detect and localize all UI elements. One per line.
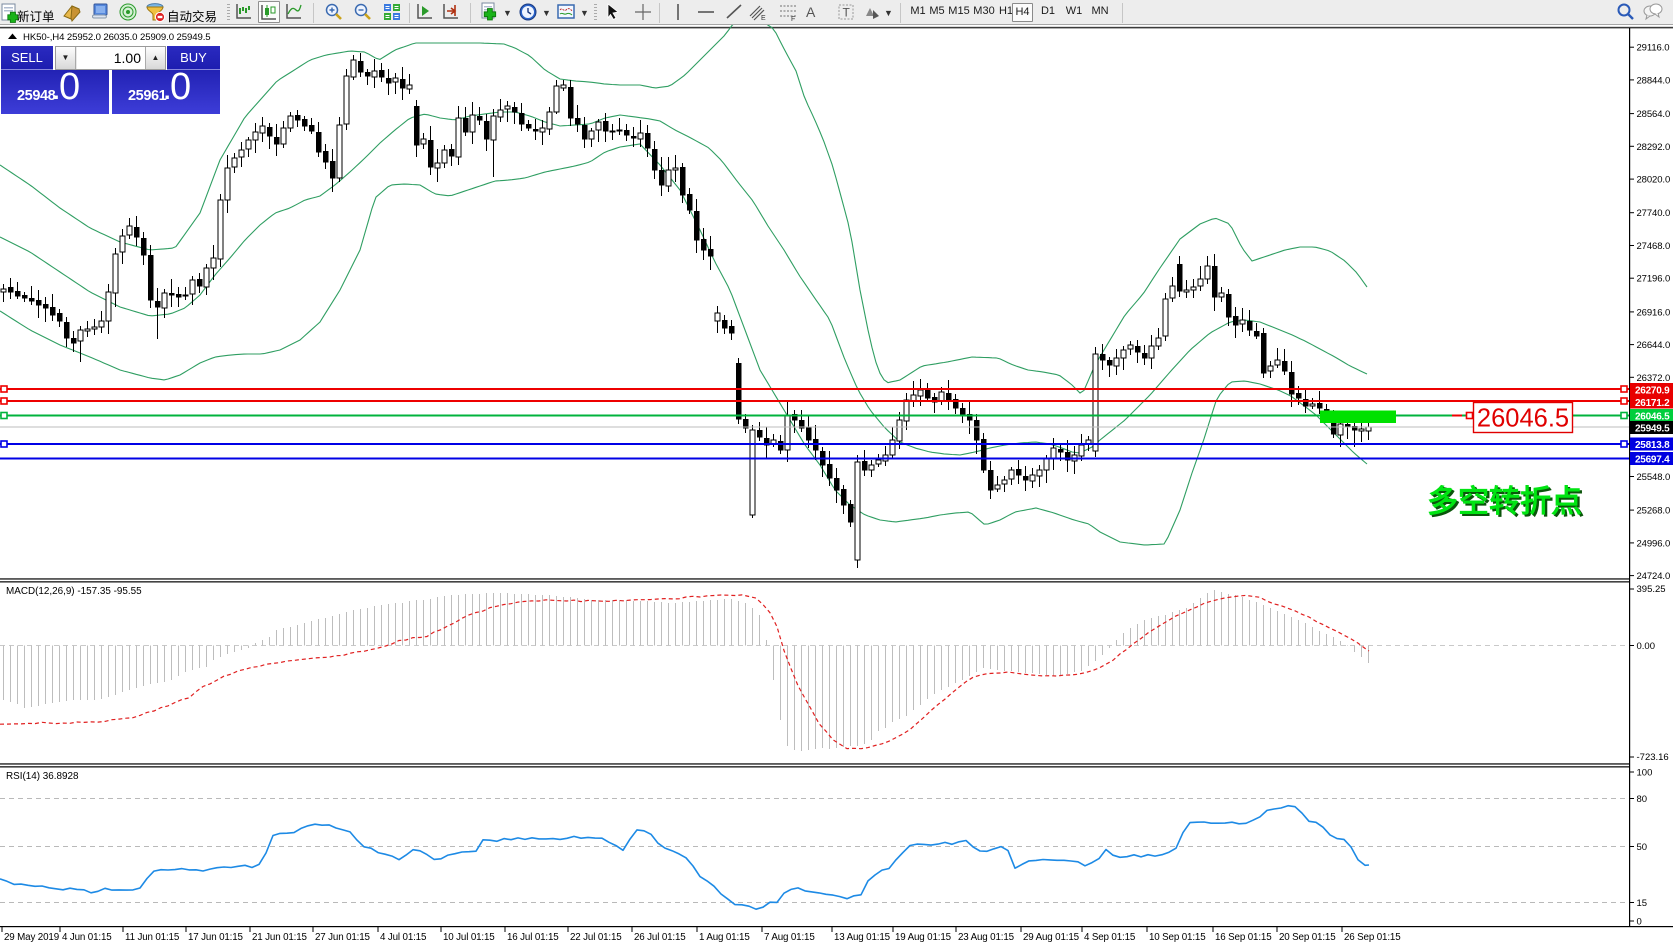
svg-text:28844.0: 28844.0 bbox=[1637, 75, 1671, 86]
svg-text:25949.5: 25949.5 bbox=[1635, 424, 1670, 435]
svg-text:11 Jun 01:15: 11 Jun 01:15 bbox=[125, 932, 180, 943]
svg-text:多空转折点: 多空转折点 bbox=[1427, 484, 1582, 519]
svg-text:25697.4: 25697.4 bbox=[1635, 455, 1670, 466]
svg-text:27740.0: 27740.0 bbox=[1637, 208, 1671, 219]
svg-text:26270.9: 26270.9 bbox=[1635, 386, 1670, 397]
svg-text:RSI(14) 36.8928: RSI(14) 36.8928 bbox=[6, 771, 79, 782]
svg-text:20 Sep 01:15: 20 Sep 01:15 bbox=[1279, 932, 1336, 943]
svg-text:80: 80 bbox=[1637, 794, 1648, 805]
svg-text:21 Jun 01:15: 21 Jun 01:15 bbox=[252, 932, 308, 943]
svg-text:MACD(12,26,9) -157.35 -95.55: MACD(12,26,9) -157.35 -95.55 bbox=[6, 586, 142, 597]
svg-text:26644.0: 26644.0 bbox=[1637, 340, 1671, 351]
svg-text:0.00: 0.00 bbox=[1637, 641, 1656, 652]
svg-text:29116.0: 29116.0 bbox=[1637, 43, 1670, 54]
svg-text:26046.5: 26046.5 bbox=[1477, 405, 1569, 433]
svg-text:50: 50 bbox=[1637, 842, 1648, 853]
svg-text:19 Aug 01:15: 19 Aug 01:15 bbox=[895, 932, 952, 943]
svg-text:23 Aug 01:15: 23 Aug 01:15 bbox=[958, 932, 1015, 943]
svg-text:26372.0: 26372.0 bbox=[1637, 373, 1671, 384]
svg-text:27468.0: 27468.0 bbox=[1637, 241, 1671, 252]
svg-text:10 Sep 01:15: 10 Sep 01:15 bbox=[1149, 932, 1206, 943]
svg-text:26046.5: 26046.5 bbox=[1635, 412, 1670, 423]
svg-text:26916.0: 26916.0 bbox=[1637, 307, 1671, 318]
svg-text:16 Jul 01:15: 16 Jul 01:15 bbox=[507, 932, 559, 943]
svg-text:HK50-,H4 25952.0 26035.0 2590: HK50-,H4 25952.0 26035.0 25909.0 25949.5 bbox=[23, 32, 211, 43]
svg-text:4 Jun 01:15: 4 Jun 01:15 bbox=[62, 932, 112, 943]
svg-text:25813.8: 25813.8 bbox=[1635, 440, 1670, 451]
svg-text:15: 15 bbox=[1637, 898, 1648, 909]
svg-text:25548.0: 25548.0 bbox=[1637, 472, 1671, 483]
svg-text:29 May 2019: 29 May 2019 bbox=[4, 932, 59, 943]
svg-text:17 Jun 01:15: 17 Jun 01:15 bbox=[188, 932, 244, 943]
svg-text:26 Sep 01:15: 26 Sep 01:15 bbox=[1344, 932, 1401, 943]
svg-text:-723.16: -723.16 bbox=[1637, 752, 1669, 763]
svg-text:7 Aug 01:15: 7 Aug 01:15 bbox=[764, 932, 815, 943]
svg-text:26 Jul 01:15: 26 Jul 01:15 bbox=[634, 932, 686, 943]
svg-text:28564.0: 28564.0 bbox=[1637, 109, 1671, 120]
svg-text:13 Aug 01:15: 13 Aug 01:15 bbox=[834, 932, 891, 943]
svg-text:T: T bbox=[843, 6, 851, 20]
svg-text:0: 0 bbox=[1637, 917, 1642, 928]
svg-text:25268.0: 25268.0 bbox=[1637, 506, 1671, 517]
svg-text:24996.0: 24996.0 bbox=[1637, 538, 1671, 549]
svg-text:26171.2: 26171.2 bbox=[1635, 398, 1670, 409]
svg-text:27196.0: 27196.0 bbox=[1637, 274, 1671, 285]
svg-text:4 Jul 01:15: 4 Jul 01:15 bbox=[380, 932, 427, 943]
svg-text:395.25: 395.25 bbox=[1637, 584, 1666, 595]
svg-text:29 Aug 01:15: 29 Aug 01:15 bbox=[1023, 932, 1080, 943]
svg-text:10 Jul 01:15: 10 Jul 01:15 bbox=[443, 932, 495, 943]
svg-text:F: F bbox=[791, 16, 795, 22]
svg-text:24724.0: 24724.0 bbox=[1637, 571, 1671, 582]
svg-text:28020.0: 28020.0 bbox=[1637, 175, 1671, 186]
svg-text:22 Jul 01:15: 22 Jul 01:15 bbox=[570, 932, 622, 943]
svg-text:100: 100 bbox=[1637, 768, 1653, 779]
svg-text:1 Aug 01:15: 1 Aug 01:15 bbox=[699, 932, 750, 943]
svg-text:27 Jun 01:15: 27 Jun 01:15 bbox=[315, 932, 371, 943]
svg-text:28292.0: 28292.0 bbox=[1637, 142, 1671, 153]
svg-text:多空转折点: 多空转折点 bbox=[1429, 486, 1584, 521]
svg-text:16 Sep 01:15: 16 Sep 01:15 bbox=[1215, 932, 1272, 943]
svg-text:4 Sep 01:15: 4 Sep 01:15 bbox=[1084, 932, 1136, 943]
svg-text:E: E bbox=[761, 15, 766, 22]
